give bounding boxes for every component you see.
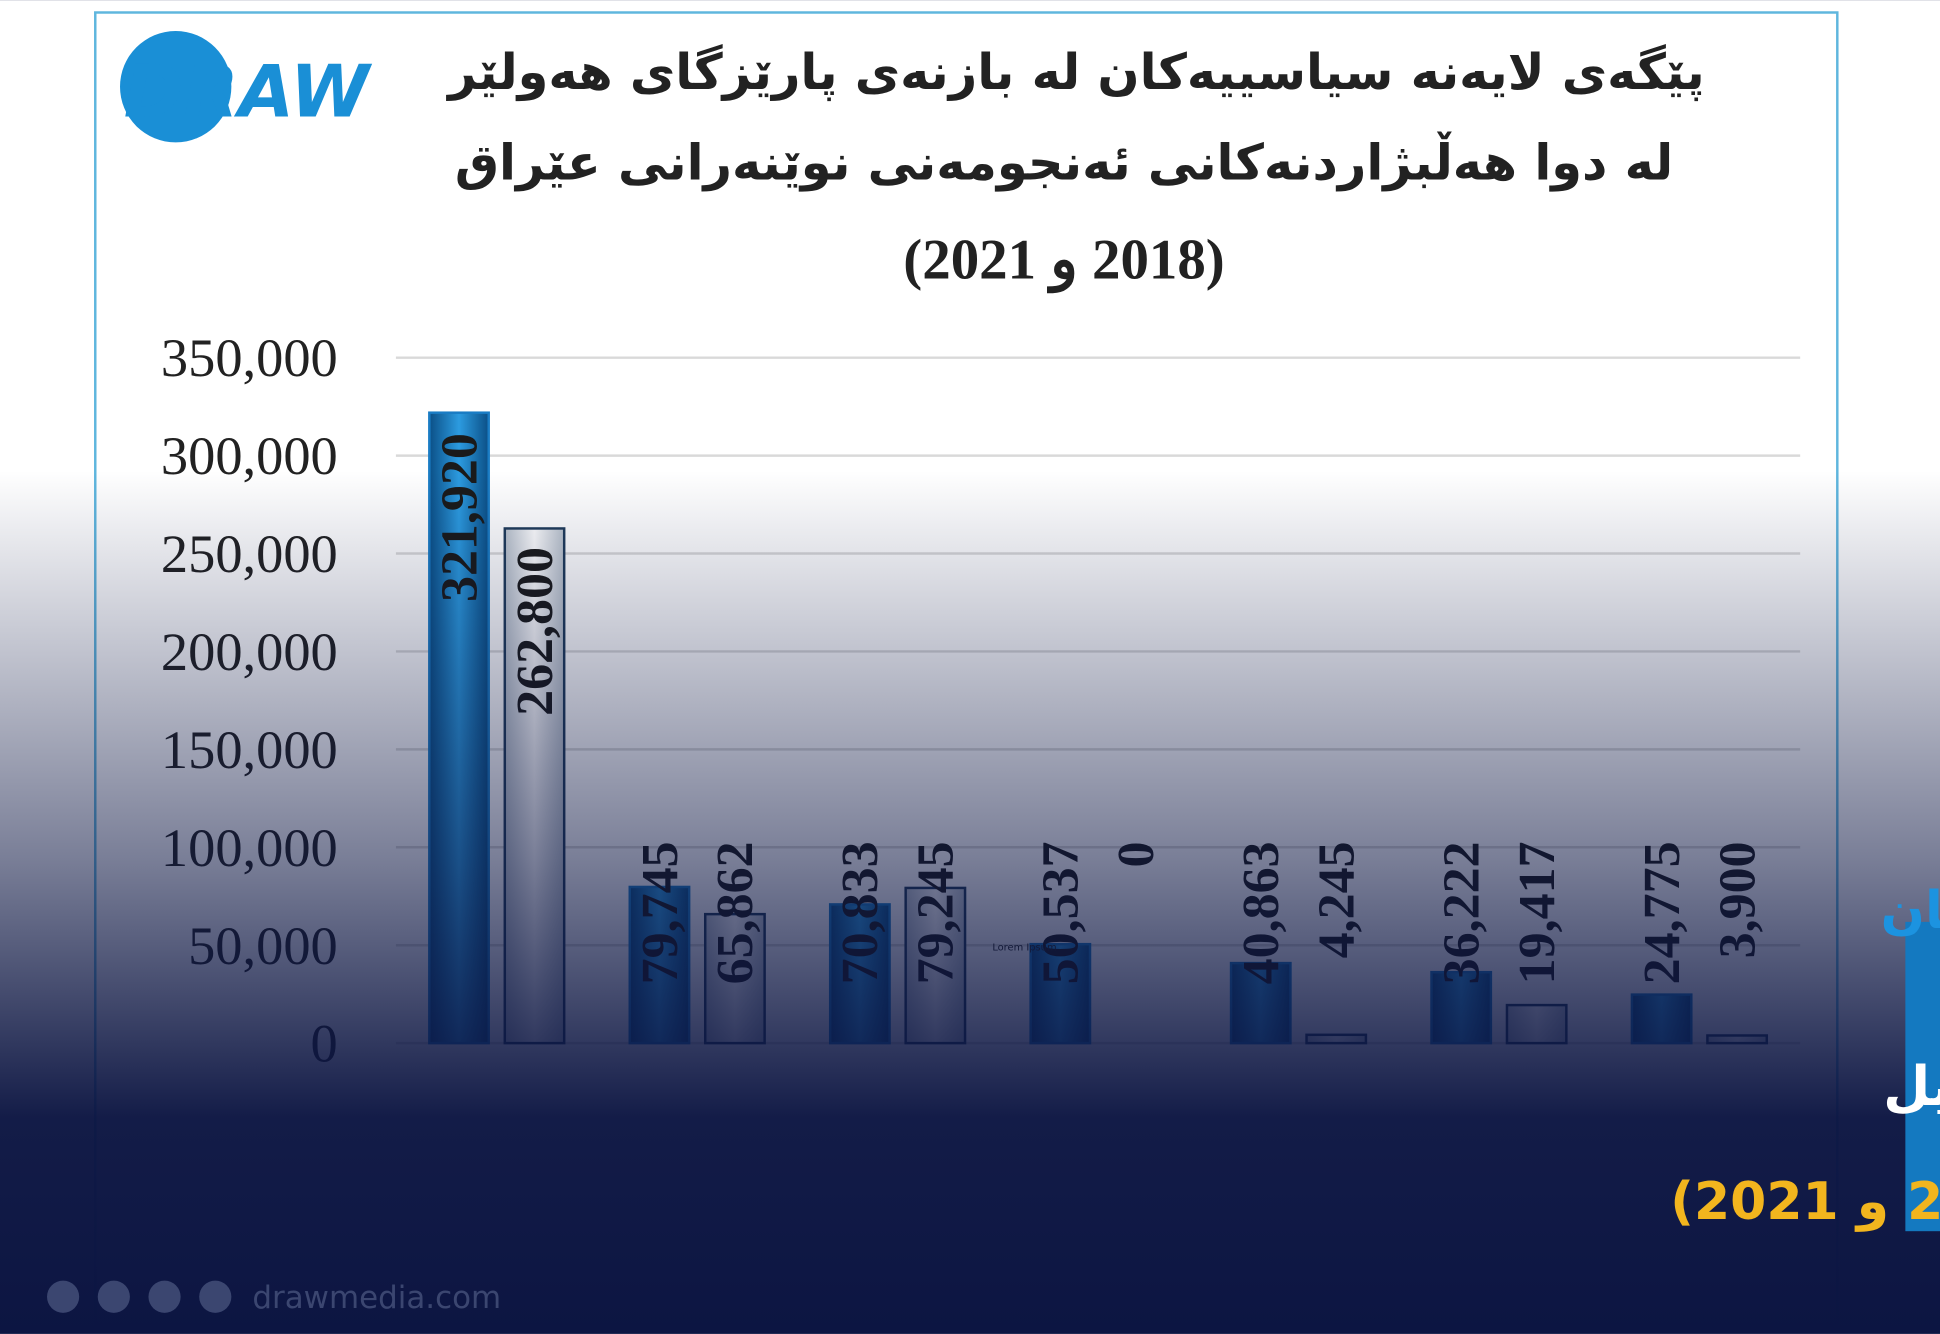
chart-title: لە دوا هەڵبژاردنەکانی ئەنجومەنی نوێنەران… [455, 132, 1673, 193]
chart-title: (2018 و 2021) [903, 229, 1224, 294]
social-icons [47, 1280, 232, 1313]
icon [148, 1280, 181, 1313]
headline: ثقل الاطراف السياسية الكوردستانية في حدو… [1883, 1051, 1940, 1119]
fade-overlay [0, 470, 1940, 1334]
chart-title: پێگەی لایەنە سیاسییەکان لە بازنەی پارێزگ… [445, 43, 1705, 102]
site-url: drawmedia.com [252, 1280, 501, 1316]
icon [97, 1280, 130, 1313]
accent-bar [1905, 921, 1940, 1232]
icon [199, 1280, 232, 1313]
logo-text: DRAW [124, 49, 373, 133]
region-label: أقليم كوردستان [1881, 876, 1940, 941]
icon [47, 1280, 80, 1313]
subheadline: أصوات الاحزاب السياسية في انتخابات ( 201… [1670, 1167, 1940, 1232]
y-tick-label: 350,000 [161, 327, 338, 388]
logo: DRAW [120, 31, 373, 143]
logo-circle [120, 31, 232, 143]
